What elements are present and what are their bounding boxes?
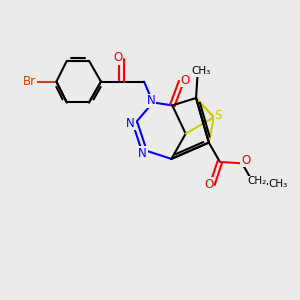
Text: S: S bbox=[215, 109, 222, 122]
Text: N: N bbox=[147, 94, 156, 107]
Text: O: O bbox=[114, 51, 123, 64]
Text: O: O bbox=[180, 74, 189, 87]
Text: O: O bbox=[241, 154, 250, 167]
Text: CH₃: CH₃ bbox=[269, 179, 288, 189]
Text: CH₂: CH₂ bbox=[248, 176, 267, 186]
Text: CH₃: CH₃ bbox=[191, 66, 210, 76]
Text: N: N bbox=[138, 147, 147, 160]
Text: Br: Br bbox=[23, 75, 36, 88]
Text: N: N bbox=[126, 117, 135, 130]
Text: O: O bbox=[204, 178, 214, 191]
